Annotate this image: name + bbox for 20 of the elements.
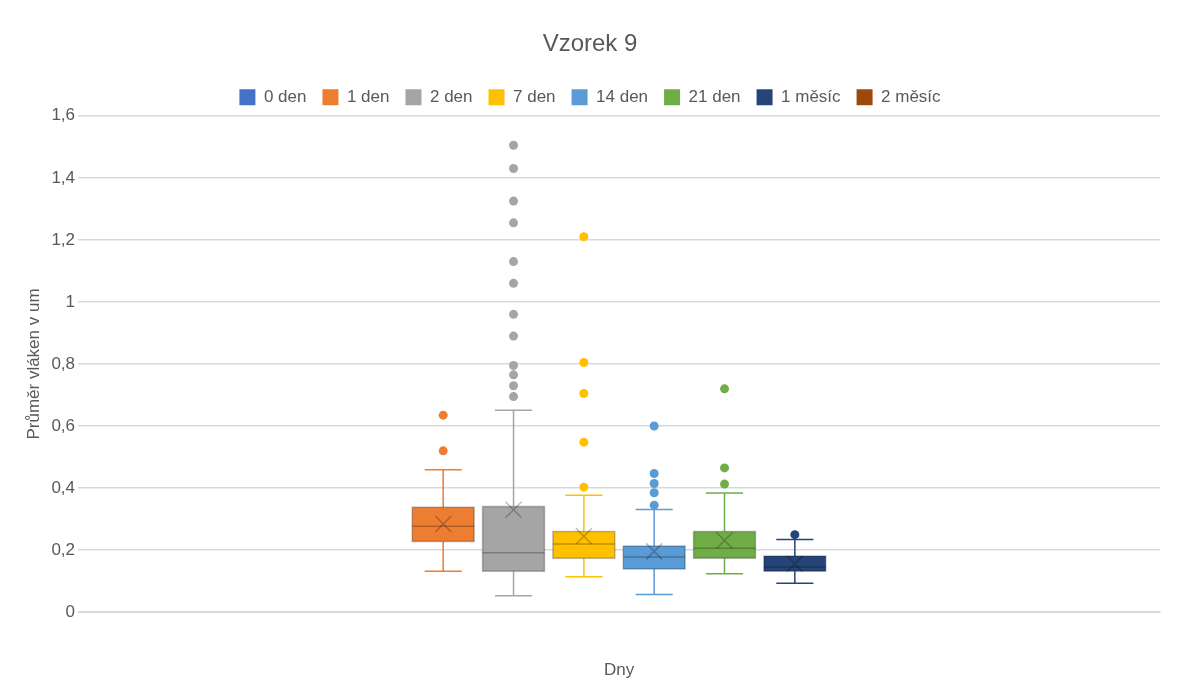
y-tick-label: 1,6 xyxy=(51,105,76,125)
legend-label: 1 den xyxy=(346,86,390,106)
legend-label: 1 měsíc xyxy=(781,86,842,106)
legend-label: 0 den xyxy=(263,86,307,106)
y-tick-label: 0,4 xyxy=(51,477,76,497)
y-tick-label: 0,8 xyxy=(51,353,76,373)
legend-label: 21 den xyxy=(688,86,741,106)
y-axis-title: Průměr vláken v um xyxy=(23,288,43,440)
legend-label: 2 den xyxy=(429,86,473,106)
y-tick-label: 0,2 xyxy=(51,539,76,559)
y-tick-label: 1 xyxy=(65,291,76,311)
legend-label: 2 měsíc xyxy=(881,86,942,106)
y-tick-label: 0 xyxy=(65,601,76,621)
x-axis-title: Dny xyxy=(603,660,635,680)
legend-label: 7 den xyxy=(513,86,556,106)
y-tick-label: 1,2 xyxy=(51,229,76,249)
y-tick-label: 1,4 xyxy=(51,167,76,187)
legend-label: 14 den xyxy=(596,86,649,106)
y-tick-label: 0,6 xyxy=(51,415,76,435)
chart-title: Vzorek 9 xyxy=(542,29,638,57)
